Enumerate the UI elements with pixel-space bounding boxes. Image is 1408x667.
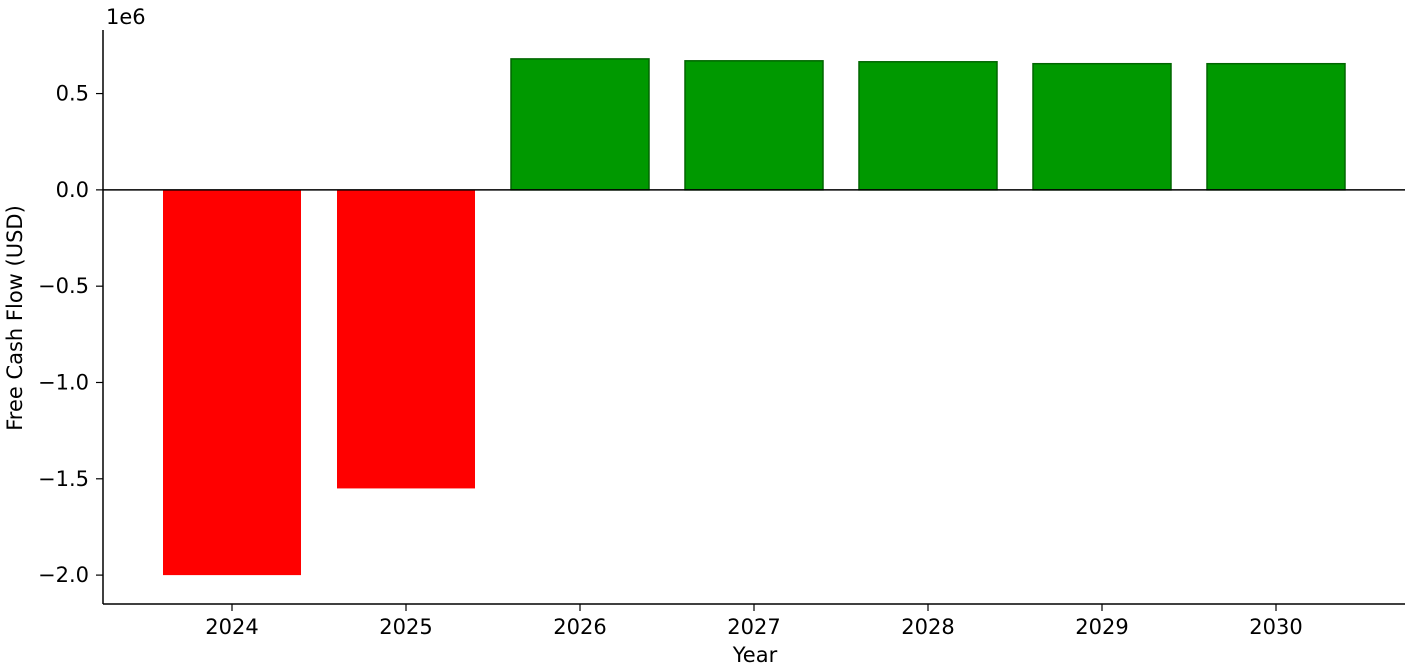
x-tick-label: 2029	[1075, 615, 1128, 639]
y-axis-title: Free Cash Flow (USD)	[3, 205, 27, 431]
x-tick-label: 2027	[727, 615, 780, 639]
y-tick-label: −1.5	[38, 467, 89, 491]
x-tick-label: 2028	[901, 615, 954, 639]
y-tick-label: −2.0	[38, 563, 89, 587]
y-ticks-group: 0.5 0.0 −0.5 −1.0 −1.5 −2.0	[38, 82, 103, 587]
bar-2030	[1206, 62, 1346, 191]
axis-offset-label: 1e6	[106, 5, 146, 29]
x-tick-label: 2024	[205, 615, 258, 639]
x-axis-title: Year	[732, 643, 778, 667]
bar-2029	[1032, 62, 1172, 191]
x-tick-label: 2025	[379, 615, 432, 639]
y-tick-label: 0.0	[56, 178, 89, 202]
bar-2024	[163, 189, 301, 576]
bar-2025	[337, 189, 475, 489]
y-tick-label: −1.0	[38, 370, 89, 394]
bar-2026	[510, 58, 650, 191]
y-tick-label: −0.5	[38, 274, 89, 298]
y-tick-label: 0.5	[56, 82, 89, 106]
bar-2027	[684, 60, 824, 191]
bar-2028	[858, 61, 998, 191]
x-ticks-group: 2024 2025 2026 2027 2028 2029 2030	[205, 604, 1303, 639]
x-tick-label: 2026	[553, 615, 606, 639]
x-tick-label: 2030	[1249, 615, 1302, 639]
bars-group	[163, 58, 1346, 576]
